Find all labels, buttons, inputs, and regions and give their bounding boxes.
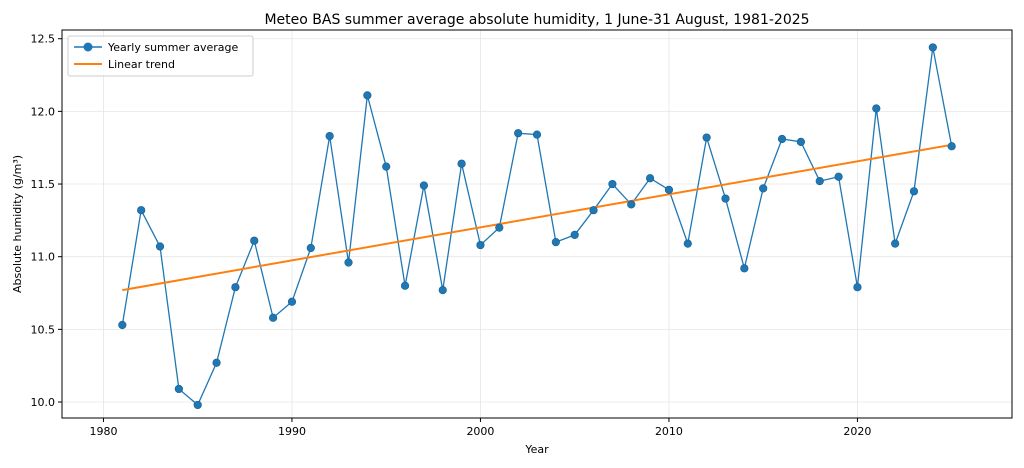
data-point — [721, 194, 730, 203]
plot-frame — [61, 29, 1013, 419]
data-point — [796, 137, 805, 146]
data-point — [287, 297, 297, 306]
legend-label-trend: Linear trend — [108, 58, 175, 71]
series-line-yearly-average — [121, 47, 953, 406]
y-tick-label: 10.0 — [31, 396, 56, 409]
data-point — [928, 43, 937, 52]
data-point — [382, 162, 391, 171]
data-point — [514, 129, 523, 138]
data-point — [212, 358, 221, 367]
data-point — [344, 258, 353, 267]
data-point — [476, 240, 485, 250]
data-point — [155, 242, 165, 251]
data-point — [589, 206, 598, 215]
x-tick-label: 1980 — [89, 425, 117, 438]
y-tick-label: 10.5 — [31, 323, 56, 336]
data-point — [231, 283, 240, 292]
legend: Yearly summer average Linear trend — [67, 35, 254, 77]
data-point — [419, 181, 429, 190]
legend-marker-observed — [83, 42, 93, 52]
data-point — [137, 206, 146, 215]
x-tick-label: 1990 — [278, 425, 306, 438]
series-line-linear-trend — [122, 143, 952, 292]
y-axis-title: Absolute humidity (g/m³) — [11, 155, 24, 293]
x-tick-label: 2000 — [466, 425, 494, 438]
data-point — [834, 172, 843, 181]
data-point — [457, 159, 466, 168]
data-point — [947, 142, 956, 151]
y-tick-label: 12.0 — [31, 105, 56, 118]
data-point — [495, 223, 504, 232]
data-point — [325, 131, 334, 141]
data-point — [815, 177, 824, 186]
data-point — [193, 400, 202, 410]
data-point — [174, 384, 183, 394]
data-point — [532, 130, 542, 139]
y-tick-label: 11.0 — [31, 251, 56, 264]
data-point — [759, 184, 768, 193]
data-point — [683, 239, 692, 248]
data-point — [702, 133, 711, 142]
data-point — [306, 243, 315, 253]
data-point — [570, 230, 579, 239]
data-point — [664, 185, 674, 194]
series-layer — [118, 43, 956, 410]
x-tick-label: 2010 — [655, 425, 683, 438]
data-point — [909, 187, 919, 196]
data-point — [645, 174, 655, 183]
data-point — [627, 200, 636, 209]
y-tick-label: 12.5 — [31, 33, 56, 46]
data-point — [118, 320, 127, 330]
data-point — [740, 264, 749, 273]
data-point — [363, 91, 372, 100]
data-point — [269, 313, 278, 322]
data-point — [551, 238, 560, 247]
y-tick-label: 11.5 — [31, 178, 56, 191]
tick-layer: 1980 1990 2000 2010 2020 10.0 10.5 11.0 11.5 12.0… — [31, 33, 872, 438]
data-point — [250, 236, 259, 245]
chart-title: Meteo BAS summer average absolute humidi… — [264, 12, 809, 28]
x-axis-title: Year — [524, 443, 549, 456]
legend-box — [67, 35, 254, 77]
legend-label-observed: Yearly summer average — [107, 41, 239, 54]
data-point — [872, 104, 881, 113]
data-point — [891, 239, 900, 248]
data-point — [608, 179, 617, 189]
data-point — [853, 283, 862, 292]
data-point — [777, 134, 787, 144]
data-point — [438, 286, 447, 295]
x-tick-label: 2020 — [843, 425, 871, 438]
data-point — [400, 281, 410, 290]
grid-layer — [62, 30, 1012, 418]
